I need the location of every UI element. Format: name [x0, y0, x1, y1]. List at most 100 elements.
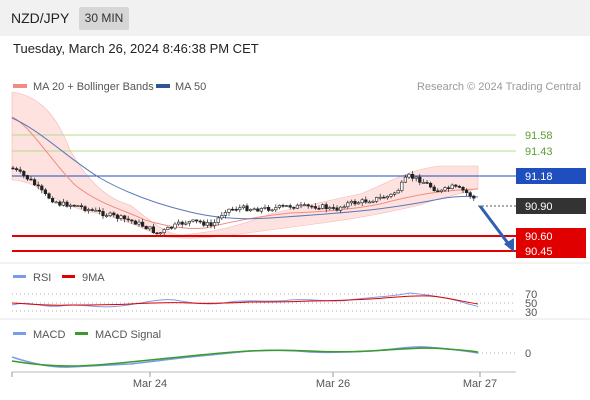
- candle-body: [324, 204, 328, 210]
- candle-body: [342, 206, 346, 209]
- candle-body: [249, 209, 253, 212]
- chart-datetime: Tuesday, March 26, 2024 8:46:38 PM CET: [13, 41, 259, 56]
- candle-body: [421, 182, 426, 184]
- candle-body: [47, 193, 51, 199]
- candle-body: [159, 232, 163, 234]
- candle-body: [436, 190, 440, 193]
- candle-body: [256, 208, 260, 212]
- candle-body: [177, 221, 181, 225]
- rsi-ma-line: [11, 295, 479, 306]
- research-credit: Research © 2024 Trading Central: [417, 81, 581, 93]
- candle-body: [396, 190, 400, 194]
- forecast-arrow-head: [504, 238, 514, 252]
- ma50-line: [11, 117, 479, 220]
- candle-body: [25, 175, 30, 180]
- candle-body: [216, 217, 220, 223]
- candle-body: [382, 196, 386, 199]
- macd-signal-legend-swatch: [75, 332, 88, 335]
- candle-body: [130, 219, 134, 222]
- candle-body: [166, 226, 170, 230]
- rsi-label-50: 50: [525, 298, 537, 310]
- candle-body: [220, 215, 224, 219]
- candle-body: [123, 215, 127, 220]
- candle-body: [331, 207, 336, 209]
- candle-body: [198, 220, 202, 223]
- ma20-line: [11, 116, 479, 229]
- candle-body: [259, 208, 264, 212]
- candle-body: [36, 184, 40, 187]
- candle-body: [195, 219, 199, 222]
- candle-body: [306, 204, 310, 207]
- candle-body: [317, 207, 321, 210]
- level-box-91-18: [516, 168, 586, 184]
- candle-body: [115, 214, 119, 219]
- candle-body: [151, 226, 156, 234]
- candle-body: [79, 205, 83, 207]
- candle-body: [112, 212, 116, 216]
- candle-body: [238, 207, 242, 211]
- candle-body: [313, 206, 318, 209]
- candle-body: [108, 212, 112, 216]
- ma50-legend-swatch: [156, 84, 170, 88]
- candle-body: [432, 186, 436, 192]
- candle-body: [281, 205, 285, 207]
- candle-body: [274, 207, 278, 211]
- candle-body: [184, 222, 188, 225]
- candle-body: [367, 201, 372, 204]
- candle-body: [58, 201, 62, 206]
- candle-body: [364, 199, 368, 203]
- candle-body: [371, 201, 375, 203]
- candle-body: [284, 205, 289, 207]
- candle-body: [15, 168, 19, 171]
- candle-body: [320, 204, 325, 209]
- candle-body: [439, 189, 444, 192]
- candle-body: [32, 179, 37, 186]
- candle-body: [227, 208, 231, 213]
- level-label-90-90: 90.90: [525, 201, 553, 213]
- level-label-90-60: 90.60: [525, 231, 553, 243]
- candle-body: [299, 204, 303, 207]
- candle-body: [428, 182, 433, 188]
- x-axis-label-mar24: Mar 24: [133, 378, 167, 390]
- candle-body: [76, 205, 80, 207]
- rsi-label-70: 70: [525, 289, 537, 301]
- candle-body: [418, 176, 422, 183]
- candle-body: [425, 182, 429, 184]
- candle-body: [29, 178, 33, 181]
- candle-body: [97, 209, 101, 212]
- candle-body: [407, 173, 411, 178]
- candle-body: [374, 197, 379, 202]
- ma50-legend-label: MA 50: [175, 81, 206, 93]
- candle-body: [40, 185, 44, 191]
- macd-legend-label: MACD: [33, 329, 65, 341]
- candle-body: [65, 201, 69, 207]
- candle-body: [105, 215, 109, 217]
- candle-body: [353, 200, 357, 205]
- macd-signal-line: [11, 347, 479, 367]
- candle-body: [461, 186, 465, 191]
- candle-body: [245, 205, 249, 212]
- candle-body: [18, 169, 22, 172]
- candle-body: [270, 209, 274, 212]
- candle-body: [292, 206, 296, 209]
- candle-body: [141, 221, 145, 227]
- candle-body: [410, 173, 415, 179]
- candle-body: [263, 207, 267, 209]
- timeframe-button[interactable]: 30 MIN: [79, 7, 129, 30]
- candle-body: [61, 201, 65, 206]
- candle-body: [346, 202, 350, 208]
- candle-body: [310, 205, 314, 208]
- candle-body: [22, 171, 26, 176]
- level-box-90-45: [516, 243, 586, 258]
- macd-legend-swatch: [13, 332, 26, 335]
- candle-body: [169, 226, 174, 229]
- rsi-legend-label: RSI: [33, 272, 51, 284]
- candle-body: [302, 204, 307, 206]
- forecast-arrow-line: [478, 205, 512, 247]
- x-axis-label-mar27: Mar 27: [463, 378, 497, 390]
- candle-body: [133, 220, 138, 225]
- candle-body: [328, 207, 332, 210]
- candle-body: [338, 206, 343, 211]
- candle-body: [400, 181, 404, 191]
- candle-body: [87, 209, 91, 211]
